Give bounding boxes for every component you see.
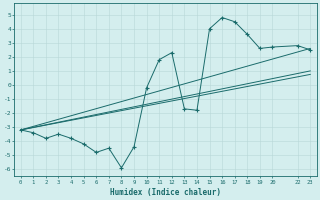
X-axis label: Humidex (Indice chaleur): Humidex (Indice chaleur) xyxy=(110,188,221,197)
